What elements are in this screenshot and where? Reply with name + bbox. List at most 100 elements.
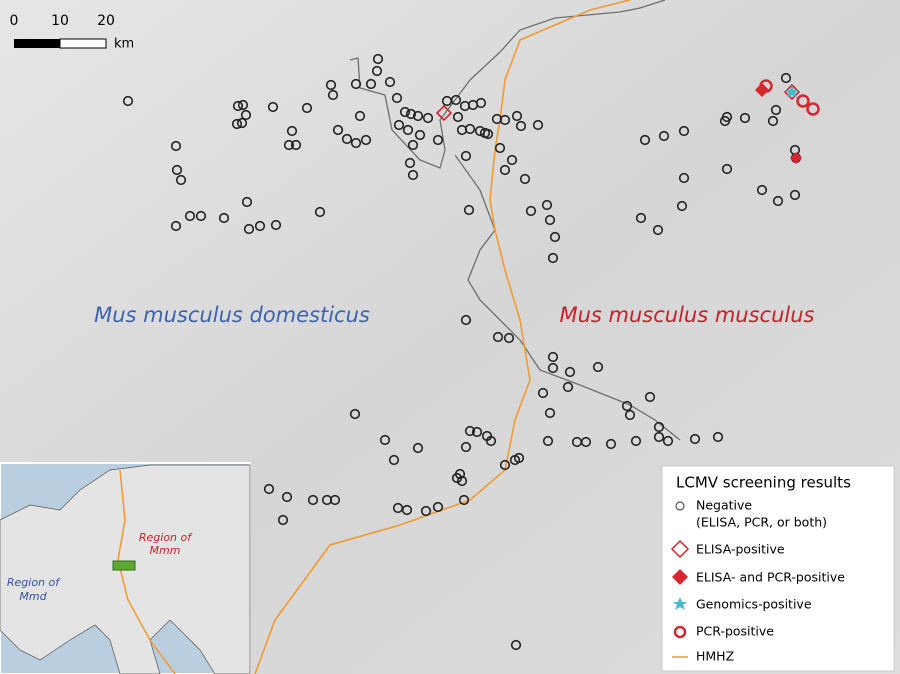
sample-point [405,108,417,120]
sample-point [653,421,665,433]
sample-point [525,205,537,217]
sample-point [407,169,419,181]
sample-point [605,438,617,450]
legend-label: HMHZ [696,649,734,664]
sample-point [499,164,511,176]
legend-label: PCR-positive [696,624,774,639]
sample-point [458,494,470,506]
sample-point [721,111,733,123]
sample-point [759,79,773,93]
sample-point [630,435,642,447]
sample-point [806,102,820,116]
legend-label: ELISA- and PCR-positive [696,570,845,585]
sample-point [767,115,779,127]
sample-point [460,314,472,326]
sample-point [407,139,419,151]
sample-point [321,494,333,506]
sample-point [412,442,424,454]
sample-point [122,95,134,107]
sample-point [325,79,337,91]
sample-point [460,150,472,162]
sample-point [499,459,511,471]
sample-point [564,366,576,378]
sample-point [237,99,249,111]
sample-point [471,426,483,438]
sample-point [772,195,784,207]
sample-point [463,204,475,216]
sample-point [547,362,559,374]
sample-point [184,210,196,222]
sample-point [232,100,244,112]
sample-point [499,114,511,126]
scale-unit: km [114,37,134,52]
sample-point [314,206,326,218]
legend-symbol [673,625,687,639]
sample-point [371,65,383,77]
sample-point [624,409,636,421]
study-area [112,560,136,571]
sample-point [506,154,518,166]
sample-point [653,431,665,443]
sample-point [281,491,293,503]
sample-point [658,130,670,142]
sample-point [532,119,544,131]
sample-point [789,189,801,201]
inset-label: Mmd [19,590,47,603]
sample-point [464,123,476,135]
sample-point [349,408,361,420]
sample-point [770,104,782,116]
legend-symbol [675,501,685,511]
sample-point [790,152,802,164]
sample-point [341,133,353,145]
sample-point [432,134,444,146]
sample-point [621,400,633,412]
legend-symbol [672,569,688,585]
sample-point [283,139,295,151]
sample-point [689,433,701,445]
sample-point [404,157,416,169]
sample-point [435,104,453,122]
legend-box [661,465,895,672]
sample-point [450,94,462,106]
sample-point [171,164,183,176]
sample-point [785,85,799,98]
sample-point [494,142,506,154]
sample-point [301,102,313,114]
sample-point [676,200,688,212]
sample-point [170,220,182,232]
legend-label: (ELISA, PCR, or both) [696,515,827,530]
legend-label: Genomics-positive [696,597,812,612]
legend-label: ELISA-positive [696,542,785,557]
sample-point [307,494,319,506]
sample-point [240,109,252,121]
sample-point [510,639,522,651]
sample-point [547,351,559,363]
sample-point [263,483,275,495]
sample-point [678,125,690,137]
sample-point [327,89,339,101]
sample-point [379,434,391,446]
sample-point [513,452,525,464]
legend-symbol [670,539,690,559]
sample-point [170,140,182,152]
sample-point [422,112,434,124]
border-line [349,0,666,169]
sample-point [475,97,487,109]
sample-point [503,332,515,344]
sample-point [243,223,255,235]
sample-point [519,173,531,185]
legend-label: Negative [696,498,752,513]
sample-point [712,431,724,443]
sample-point [365,78,377,90]
sample-point [277,514,289,526]
sample-point [542,435,554,447]
sample-point [678,172,690,184]
sample-point [290,139,302,151]
sample-point [721,163,733,175]
scale-label: 0 [10,13,19,29]
sample-point [384,76,396,88]
scale-label: 10 [51,13,69,29]
sample-point [195,210,207,222]
sample-point [515,120,527,132]
